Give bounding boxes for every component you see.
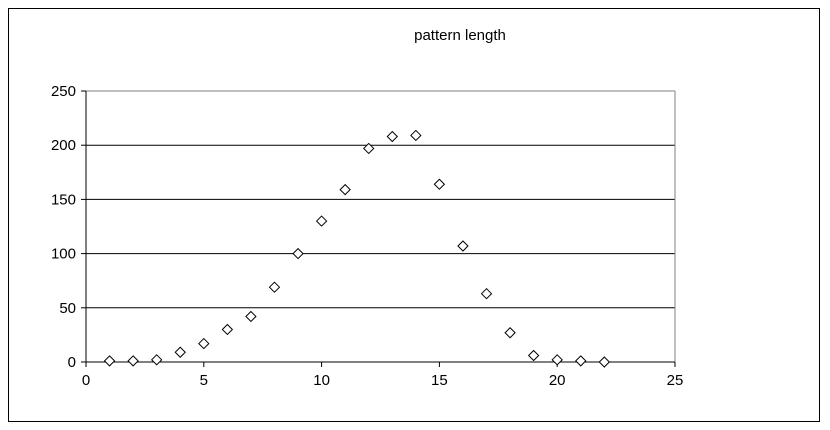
y-tick-label-3: 150	[51, 191, 76, 208]
chart-frame	[8, 8, 820, 422]
data-point-0-2	[150, 354, 163, 366]
data-point-0-15	[457, 240, 469, 252]
axes	[81, 90, 676, 367]
data-points	[103, 129, 611, 368]
data-point-0-9	[315, 215, 328, 227]
data-point-0-13	[410, 129, 422, 142]
data-point-0-0	[103, 355, 116, 367]
y-tick-label-5: 250	[51, 83, 76, 100]
y-tick-label-4: 200	[51, 137, 76, 154]
data-point-0-12	[386, 130, 398, 143]
x-tick-label-1: 5	[200, 372, 208, 389]
x-tick-label-4: 20	[549, 372, 566, 389]
data-point-0-17	[504, 327, 516, 339]
data-point-0-21	[598, 356, 611, 368]
x-tick-label-3: 15	[431, 372, 448, 389]
data-point-0-10	[339, 183, 351, 196]
data-point-0-4	[198, 337, 210, 350]
data-point-0-5	[221, 323, 234, 336]
y-tick-label-0: 0	[68, 354, 76, 371]
y-tick-label-1: 50	[59, 300, 76, 317]
x-tick-label-5: 25	[667, 372, 684, 389]
x-tick-label-2: 10	[313, 372, 330, 389]
x-tick-labels: 0 5 10 15 20 25	[82, 372, 684, 389]
data-point-0-16	[480, 288, 493, 300]
data-point-0-7	[268, 281, 281, 293]
data-point-0-3	[174, 346, 186, 358]
data-point-0-19	[551, 354, 563, 366]
data-point-0-1	[127, 355, 139, 367]
data-point-0-8	[292, 247, 304, 260]
data-point-0-11	[363, 142, 375, 155]
data-point-0-20	[575, 355, 587, 367]
data-point-0-18	[527, 349, 540, 362]
grid-lines	[86, 90, 675, 309]
y-tick-labels: 0 50 100 150 200 250	[51, 83, 76, 371]
x-tick-label-0: 0	[82, 372, 90, 389]
y-tick-label-2: 100	[51, 246, 76, 263]
data-point-0-14	[433, 178, 446, 190]
data-point-0-6	[245, 310, 257, 323]
chart-title: pattern length	[414, 27, 506, 44]
